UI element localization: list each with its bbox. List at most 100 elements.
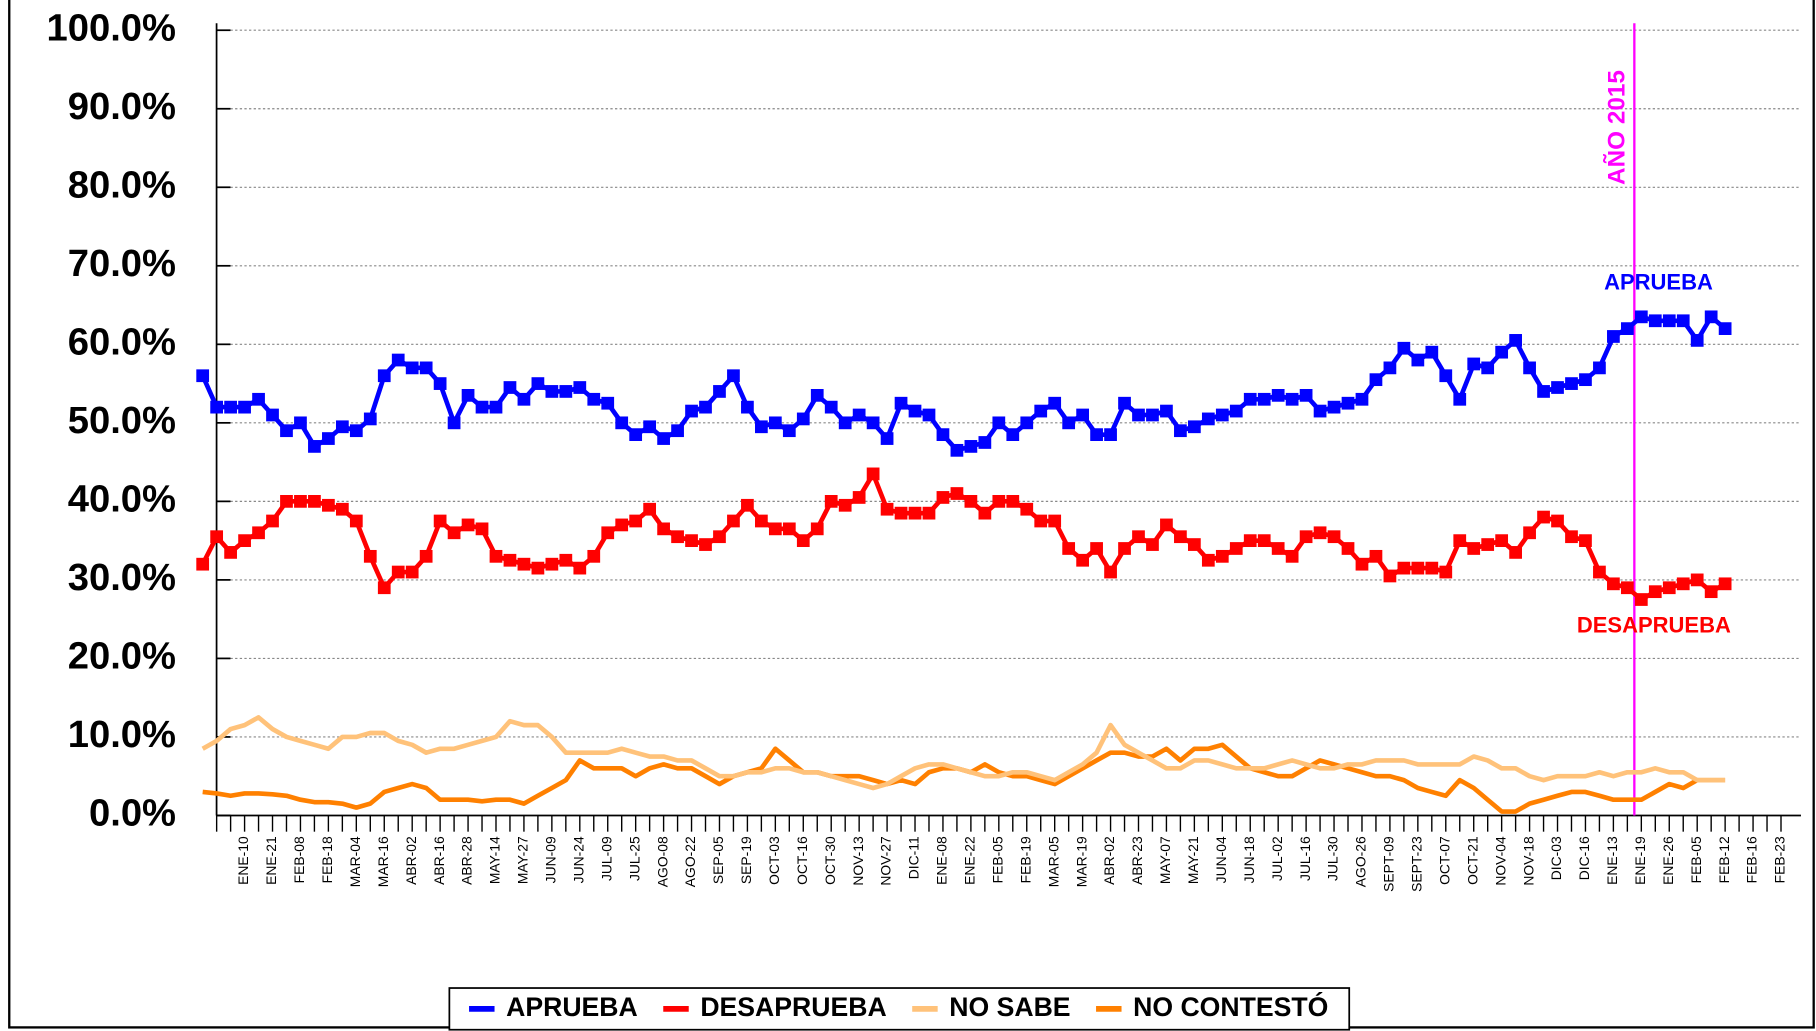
- point-marker: [573, 561, 587, 575]
- point-marker: [685, 404, 698, 418]
- point-marker: [1565, 377, 1578, 390]
- point-marker: [1006, 495, 1020, 508]
- point-marker: [1048, 396, 1062, 410]
- x-tick-label: MAY-21: [1185, 836, 1201, 884]
- point-marker: [894, 506, 908, 520]
- point-marker: [1662, 314, 1676, 328]
- point-marker: [1607, 330, 1620, 343]
- point-marker: [1313, 526, 1327, 540]
- point-marker: [1369, 373, 1383, 387]
- point-marker: [908, 506, 922, 520]
- x-tick-label: OCT-16: [794, 836, 810, 885]
- x-tick-label: JUL-09: [598, 836, 614, 881]
- point-marker: [238, 400, 251, 414]
- x-tick-label: DIC-16: [1576, 836, 1592, 880]
- point-marker: [992, 495, 1006, 508]
- x-tick-label: FEB-23: [1772, 836, 1788, 883]
- x-tick-label: ABR-02: [1101, 836, 1117, 885]
- y-tick-label: 100.0%: [46, 6, 176, 49]
- point-marker: [768, 416, 782, 430]
- x-tick-label: NOV-18: [1520, 836, 1536, 886]
- point-marker: [922, 506, 936, 520]
- point-marker: [266, 514, 279, 528]
- x-tick-label: FEB-18: [319, 836, 335, 883]
- point-marker: [517, 392, 531, 406]
- point-marker: [1104, 565, 1117, 579]
- legend-label: APRUEBA: [506, 992, 638, 1022]
- point-marker: [335, 502, 349, 516]
- point-marker: [377, 369, 391, 383]
- point-marker: [950, 487, 964, 500]
- point-marker: [419, 361, 433, 375]
- point-marker: [699, 538, 712, 551]
- point-marker: [755, 420, 768, 434]
- point-marker: [810, 522, 824, 536]
- point-marker: [405, 361, 419, 375]
- series-annotation: APRUEBA: [1604, 270, 1713, 295]
- point-marker: [1634, 593, 1648, 606]
- point-marker: [1718, 322, 1732, 335]
- point-marker: [1453, 392, 1467, 406]
- legend-label: DESAPRUEBA: [700, 992, 886, 1022]
- point-marker: [1313, 404, 1327, 418]
- point-marker: [461, 388, 475, 402]
- y-tick-label: 60.0%: [68, 320, 176, 363]
- point-marker: [699, 400, 712, 414]
- point-marker: [1341, 396, 1355, 410]
- point-marker: [308, 495, 321, 508]
- x-tick-label: FEB-12: [1716, 836, 1732, 883]
- x-tick-label: JUL-25: [626, 836, 642, 881]
- x-tick-label: NOV-13: [850, 836, 866, 886]
- point-marker: [671, 530, 684, 544]
- point-marker: [1481, 538, 1495, 551]
- point-marker: [1034, 404, 1048, 418]
- y-tick-label: 50.0%: [68, 399, 176, 442]
- point-marker: [545, 385, 559, 398]
- point-marker: [964, 495, 978, 508]
- point-marker: [741, 498, 754, 512]
- point-marker: [280, 495, 293, 508]
- point-marker: [1020, 416, 1034, 430]
- point-marker: [657, 432, 670, 445]
- x-tick-label: SEPT-09: [1381, 836, 1397, 892]
- point-marker: [796, 412, 810, 426]
- x-tick-label: MAY-07: [1157, 836, 1173, 884]
- point-marker: [936, 428, 950, 441]
- x-tick-label: JUN-09: [543, 836, 559, 883]
- point-marker: [503, 381, 517, 394]
- point-marker: [992, 416, 1006, 430]
- point-marker: [1048, 514, 1062, 528]
- x-tick-label: ABR-28: [459, 836, 475, 885]
- x-tick-label: ENE-22: [962, 836, 978, 885]
- point-marker: [531, 377, 545, 390]
- point-marker: [210, 530, 224, 544]
- point-marker: [1676, 577, 1690, 591]
- point-marker: [1439, 369, 1453, 383]
- point-marker: [1187, 420, 1201, 434]
- point-marker: [280, 424, 293, 438]
- point-marker: [1718, 577, 1732, 591]
- point-marker: [1495, 534, 1509, 548]
- point-marker: [224, 546, 237, 559]
- point-marker: [210, 400, 224, 414]
- point-marker: [838, 416, 852, 430]
- point-marker: [517, 557, 531, 571]
- point-marker: [1662, 581, 1676, 595]
- point-marker: [1355, 392, 1369, 406]
- point-marker: [1215, 549, 1229, 563]
- point-marker: [629, 514, 643, 528]
- point-marker: [1537, 385, 1550, 398]
- point-marker: [391, 565, 405, 579]
- point-marker: [405, 565, 419, 579]
- x-tick-label: MAY-14: [487, 836, 503, 884]
- point-marker: [810, 388, 824, 402]
- y-tick-label: 0.0%: [89, 792, 176, 835]
- point-marker: [922, 408, 936, 422]
- point-marker: [224, 400, 237, 414]
- point-marker: [1593, 361, 1606, 375]
- point-marker: [782, 424, 796, 438]
- x-tick-label: ABR-02: [403, 836, 419, 885]
- point-marker: [1160, 404, 1173, 418]
- x-tick-label: DIC-03: [1548, 836, 1564, 880]
